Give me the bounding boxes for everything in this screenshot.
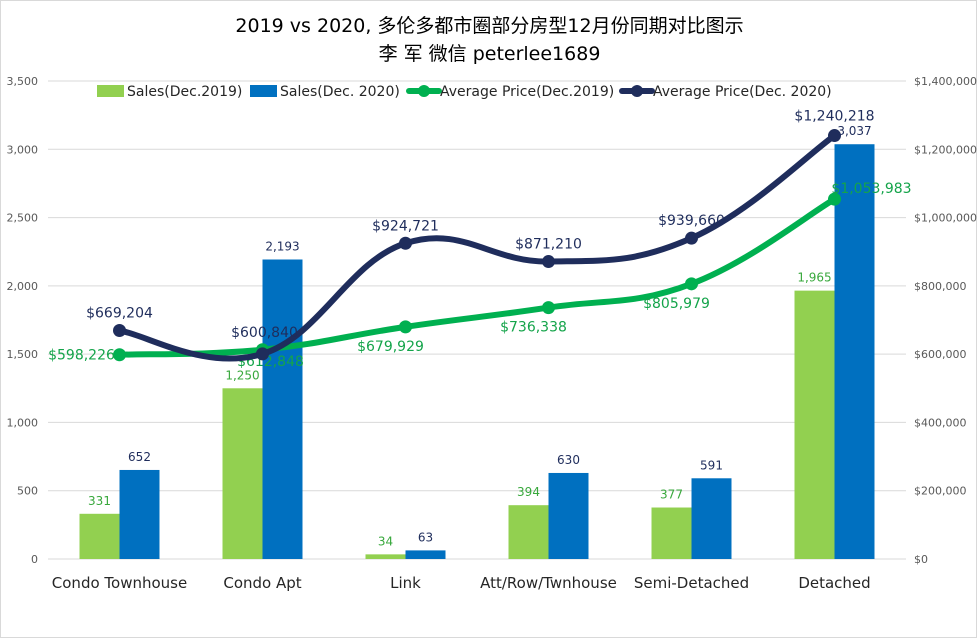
line-point [399,236,412,250]
legend-label: Average Price(Dec.2019) [440,84,614,100]
line-point [828,192,841,206]
line-data-label: $1,240,218 [794,109,874,125]
y-right-tick-label: $1,200,000 [914,143,977,156]
y-right-tick-label: $600,000 [914,348,967,361]
x-tick-label: Condo Townhouse [52,574,187,592]
line-point [828,129,841,143]
x-tick-label: Link [390,574,421,592]
legend-label: Average Price(Dec. 2020) [653,84,832,100]
line-point [113,324,126,338]
legend-swatch [97,85,124,97]
bar-data-label: 591 [700,458,723,472]
bar [548,472,589,559]
y-right-tick-label: $0 [914,553,928,566]
bar [222,388,263,559]
legend-label: Sales(Dec.2019) [127,84,242,100]
legend-label: Sales(Dec. 2020) [280,84,400,100]
y-left-tick-label: 3,000 [7,143,39,156]
line-data-label: $679,929 [357,339,424,355]
x-tick-label: Att/Row/Twnhouse [480,574,617,592]
bar-data-label: 394 [517,485,540,499]
y-left-tick-label: 3,500 [7,75,39,88]
bar [262,259,303,559]
y-right-tick-label: $1,000,000 [914,212,977,225]
line-data-label: $736,338 [500,320,567,336]
x-tick-label: Semi-Detached [634,574,749,592]
x-tick-label: Detached [798,574,870,592]
line-point [256,347,269,361]
bar-data-label: 1,965 [797,271,831,285]
bar [794,290,835,559]
bar-data-label: 652 [128,450,151,464]
bar-data-label: 63 [418,530,433,544]
chart-subtitle: 李 军 微信 peterlee1689 [378,43,601,65]
chart-title: 2019 vs 2020, 多伦多都市圈部分房型12月份同期对比图示 [235,15,744,37]
bar [834,144,875,559]
bar [508,505,549,559]
line-point [685,277,698,291]
x-tick-label: Condo Apt [223,574,301,592]
legend-swatch [250,85,277,97]
bar [79,513,120,559]
bar-data-label: 377 [660,488,683,502]
line-data-label: $939,660 [658,213,725,229]
bar-data-label: 1,250 [225,368,259,382]
bar [119,469,160,559]
line-data-label: $805,979 [643,296,710,312]
line-point [542,255,555,269]
y-left-tick-label: 1,000 [7,416,39,429]
line-point [542,301,555,315]
y-right-tick-label: $800,000 [914,280,967,293]
line-point [685,231,698,245]
line-point [113,348,126,362]
y-right-tick-label: $400,000 [914,416,967,429]
line-data-label: $871,210 [515,237,582,253]
line-data-label: $924,721 [372,218,439,234]
line-data-label: $600,840 [231,325,298,341]
y-left-tick-label: 0 [31,553,38,566]
series-line [116,196,838,358]
bar-data-label: 2,193 [265,239,299,253]
legend-marker [418,85,430,97]
legend-marker [631,85,643,97]
line-point [399,320,412,334]
y-right-tick-label: $200,000 [914,485,967,498]
y-left-tick-label: 2,000 [7,280,39,293]
bar [651,507,692,559]
line-data-label: $1,053,983 [831,181,911,197]
y-right-tick-label: $1,400,000 [914,75,977,88]
bar-data-label: 630 [557,453,580,467]
y-left-tick-label: 500 [17,485,38,498]
bar-data-label: 34 [378,534,393,548]
y-left-tick-label: 2,500 [7,212,39,225]
line-data-label: $669,204 [86,306,153,322]
bar [405,550,446,559]
bar-data-label: 331 [88,494,111,508]
line-data-label: $598,226 [48,348,115,364]
bar [365,554,406,559]
series-line [116,132,838,362]
y-left-tick-label: 1,500 [7,348,39,361]
bar-data-label: 3,037 [837,124,871,138]
bar [691,478,732,559]
